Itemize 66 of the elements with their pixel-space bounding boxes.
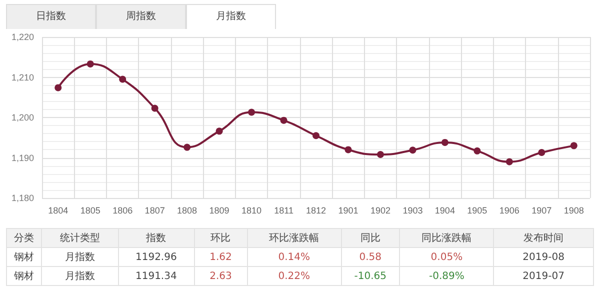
point: [344, 146, 352, 154]
text: 0.14%: [247, 248, 342, 266]
text: 发布时间: [494, 228, 594, 248]
text: 1192.96: [118, 248, 194, 266]
point: [474, 147, 481, 154]
text: 环比涨跌幅: [247, 228, 342, 248]
point: [280, 116, 288, 124]
y-tick-label: 1,220: [11, 32, 34, 42]
x-tick-label: 1907: [532, 206, 552, 216]
x-tick-label: 1810: [242, 206, 262, 216]
point: [248, 108, 256, 116]
point: [570, 142, 578, 150]
x-tick-label: 1901: [338, 206, 358, 216]
text: 0.05%: [400, 248, 494, 266]
text: 指数: [118, 228, 194, 248]
y-tick-label: 1,180: [11, 193, 34, 203]
y-tick-label: 1,200: [11, 112, 34, 122]
text: 2019-07: [494, 266, 594, 286]
text: 2.63: [194, 266, 248, 286]
text: 同比: [341, 228, 400, 248]
point: [184, 144, 191, 151]
text: 周指数: [96, 4, 186, 29]
x-tick-label: 1806: [112, 206, 133, 216]
x-tick-label: 1808: [177, 206, 198, 216]
point: [151, 104, 158, 112]
x-tick-label: 1908: [564, 206, 584, 216]
text: 0.58: [341, 248, 400, 266]
text: 钢材: [6, 266, 42, 286]
x-tick-label: 1812: [306, 206, 326, 216]
point: [216, 128, 223, 135]
point: [54, 84, 62, 92]
text: 月指数: [42, 248, 118, 266]
x-tick-label: 1906: [499, 206, 520, 216]
text: 统计类型: [42, 228, 118, 248]
point: [376, 151, 384, 158]
x-tick-label: 1811: [274, 206, 294, 216]
text: 环比: [194, 228, 248, 248]
x-tick-label: 1805: [80, 206, 100, 216]
text: 钢材: [6, 248, 42, 266]
text: 0.22%: [247, 266, 342, 286]
text: 1.62: [194, 248, 248, 266]
text: -0.89%: [400, 266, 494, 286]
x-tick-label: 1809: [209, 206, 230, 216]
x-tick-label: 1804: [48, 206, 68, 216]
point: [538, 149, 546, 156]
text: 同比涨跌幅: [400, 228, 494, 248]
y-tick-label: 1,190: [11, 152, 34, 163]
x-tick-label: 1904: [434, 206, 455, 216]
x-tick-label: 1902: [370, 206, 390, 216]
text: 1191.34: [118, 266, 194, 286]
point: [86, 60, 94, 68]
x-tick-label: 1807: [144, 206, 165, 216]
text: -10.65: [341, 266, 400, 286]
y-tick-label: 1,210: [11, 72, 34, 82]
text: 月指数: [186, 4, 276, 29]
text: 日指数: [6, 4, 96, 29]
text: 2019-08: [494, 248, 594, 266]
text: 月指数: [42, 266, 118, 286]
x-tick-label: 1903: [402, 206, 423, 216]
point: [409, 146, 416, 154]
point: [119, 76, 126, 83]
point: [441, 138, 448, 146]
point: [312, 132, 320, 140]
point: [506, 158, 513, 166]
text: 分类: [6, 228, 42, 248]
x-tick-label: 1905: [467, 206, 488, 216]
